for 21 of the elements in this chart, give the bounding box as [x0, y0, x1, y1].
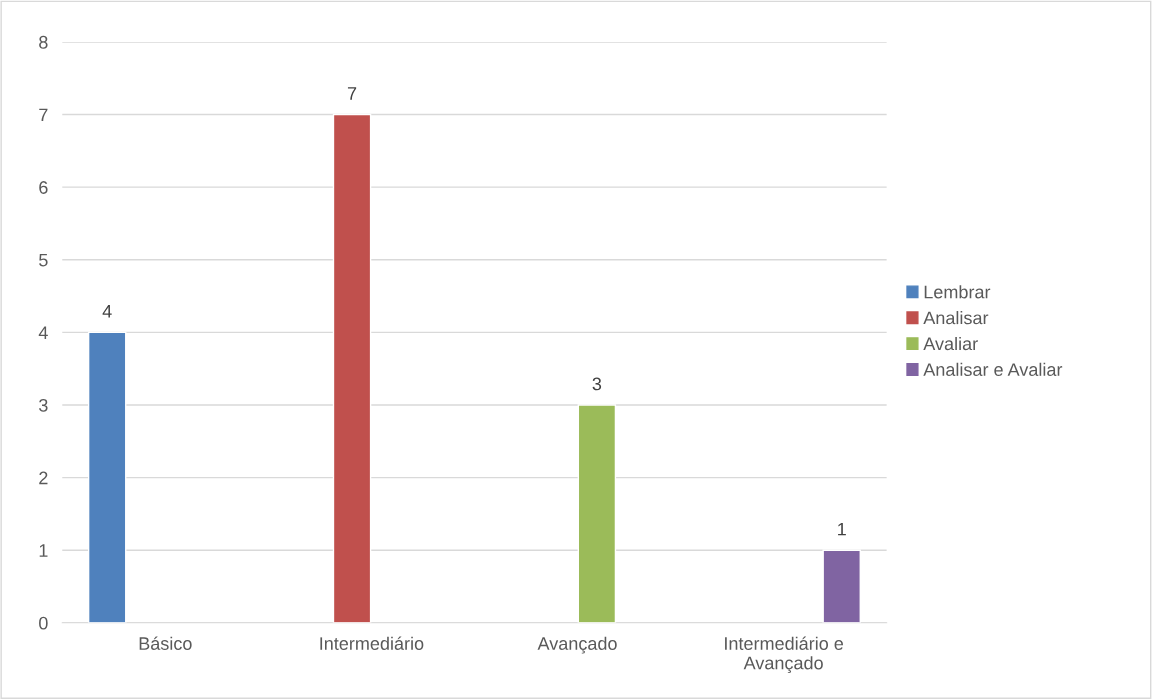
- y-tick-label: 2: [39, 471, 48, 485]
- legend-label: Analisar e Avaliar: [923, 362, 1063, 377]
- legend-label: Avaliar: [923, 336, 978, 351]
- y-tick-label: 0: [39, 616, 48, 630]
- data-label: 7: [347, 87, 357, 100]
- data-label: 3: [592, 377, 602, 391]
- x-tick-label: Avançado: [537, 636, 617, 654]
- y-tick-label: 6: [39, 181, 48, 194]
- legend-label: Analisar: [923, 311, 989, 325]
- x-tick-label: Intermediário: [320, 636, 424, 650]
- y-tick-label: 1: [39, 544, 48, 557]
- legend-label: Lembrar: [924, 285, 991, 299]
- data-label: 4: [102, 305, 112, 318]
- y-tick-label: 3: [39, 398, 48, 412]
- y-tick-label: 7: [39, 108, 48, 122]
- x-tick-label: Intermediário e Avançado: [725, 636, 844, 674]
- y-tick-label: 5: [39, 253, 48, 267]
- x-tick-label: Básico: [139, 636, 192, 650]
- y-tick-label: 4: [38, 326, 48, 339]
- y-tick-label: 8: [39, 35, 48, 49]
- data-label: 1: [838, 522, 846, 536]
